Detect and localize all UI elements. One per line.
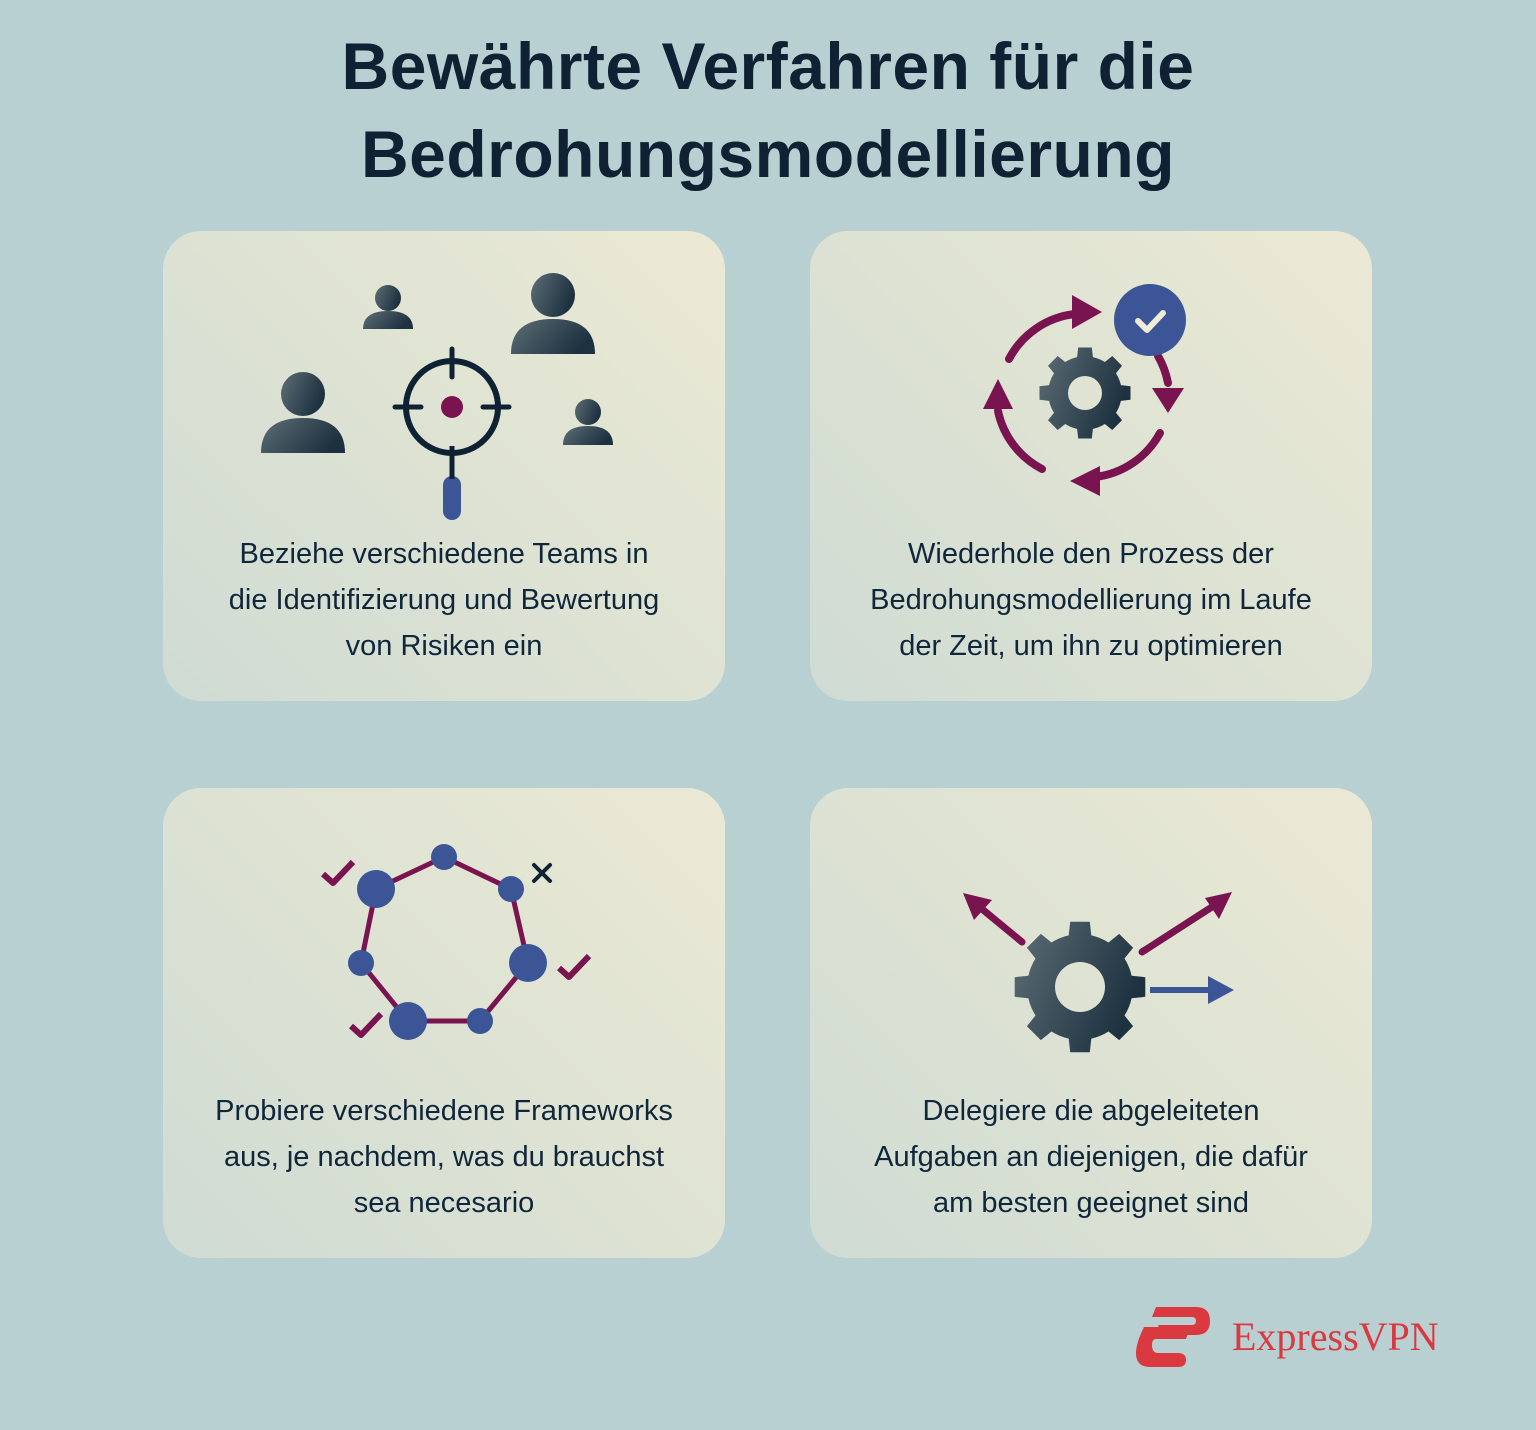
arrowhead-icon	[963, 893, 992, 920]
cycle-gear-check-icon	[983, 284, 1186, 496]
card-text: Probiere verschiedene Frameworks aus, je…	[215, 1095, 673, 1219]
card-text: Beziehe verschiedene Teams in die Identi…	[228, 538, 660, 662]
check-badge-icon	[1114, 284, 1186, 356]
node-icon	[467, 1008, 493, 1034]
arrowhead-icon	[1152, 388, 1184, 413]
node-icon	[498, 876, 524, 902]
card-frameworks: Probiere verschiedene Frameworks aus, je…	[163, 788, 725, 1258]
framework-network-icon	[320, 844, 592, 1040]
node-icon	[357, 870, 395, 908]
arrowhead-icon	[1072, 295, 1102, 329]
node-icon	[348, 950, 374, 976]
person-icon	[261, 372, 345, 453]
arrowhead-icon	[1205, 892, 1232, 919]
card-text: Wiederhole den Prozess der Bedrohungsmod…	[870, 538, 1312, 662]
page-title: Bewährte Verfahren für die Bedrohungsmod…	[341, 29, 1195, 191]
card-diverse-teams: Beziehe verschiedene Teams in die Identi…	[163, 231, 725, 701]
brand-name: ExpressVPN	[1232, 1313, 1439, 1359]
person-icon	[511, 273, 595, 354]
node-icon	[389, 1002, 427, 1040]
expressvpn-logo: ExpressVPN	[1134, 1305, 1439, 1367]
arrowhead-icon	[1070, 466, 1100, 496]
check-icon	[320, 859, 356, 886]
card-text: Delegiere die abgeleiteten Aufgaben an d…	[874, 1095, 1308, 1219]
gear-icon	[1039, 347, 1131, 439]
person-icon	[563, 399, 613, 445]
team-target-icon	[261, 273, 613, 520]
person-icon	[363, 285, 413, 329]
node-icon	[509, 944, 547, 982]
card-delegate: Delegiere die abgeleiteten Aufgaben an d…	[810, 788, 1372, 1258]
arrowhead-icon	[983, 379, 1013, 409]
gear-icon	[1014, 921, 1146, 1053]
crosshair-magnifier-icon	[392, 346, 512, 520]
card-iterate-process: Wiederhole den Prozess der Bedrohungsmod…	[810, 231, 1372, 701]
check-icon	[556, 953, 592, 980]
expressvpn-logo-icon	[1136, 1307, 1210, 1367]
x-mark-icon	[532, 863, 552, 883]
node-icon	[431, 844, 457, 870]
check-icon	[348, 1011, 384, 1038]
gear-delegate-arrows-icon	[963, 892, 1234, 1053]
arrowhead-icon	[1208, 976, 1234, 1004]
